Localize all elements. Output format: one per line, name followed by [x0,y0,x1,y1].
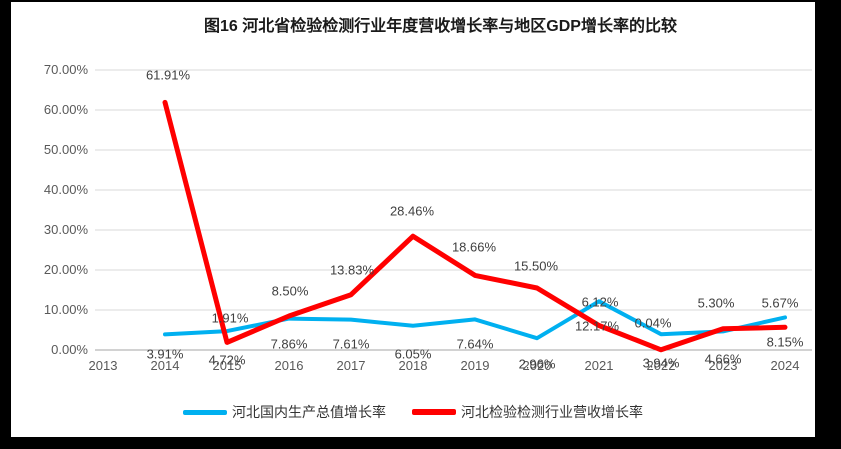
revenue-data-label: 5.67% [761,295,799,311]
y-tick-label: 40.00% [43,182,88,197]
x-tick-label: 2020 [522,358,552,373]
x-tick-label: 2013 [88,358,118,373]
x-tick-label: 2022 [646,358,676,373]
gdp-data-label: 6.05% [394,346,432,362]
page-border-right [815,0,841,449]
chart-title: 图16 河北省检验检测行业年度营收增长率与地区GDP增长率的比较 [204,18,677,35]
revenue-data-label: 6.12% [581,294,619,310]
chart-legend: 河北国内生产总值增长率 河北检验检测行业营收增长率 [11,401,815,423]
y-tick-label: 50.00% [43,142,88,157]
page-border-bottom [0,437,841,449]
legend-item-gdp: 河北国内生产总值增长率 [183,402,386,422]
gdp-data-label: 8.15% [766,334,804,350]
page-border-top [0,0,841,2]
revenue-data-label: 15.50% [513,258,559,274]
x-tick-label: 2021 [584,358,614,373]
legend-item-revenue: 河北检验检测行业营收增长率 [412,402,643,422]
y-tick-label: 30.00% [43,222,88,237]
gdp-data-label: 3.94% [642,355,680,371]
revenue-data-label: 28.46% [389,203,435,219]
gdp-growth-line [163,299,787,341]
revenue-data-label: 13.83% [329,262,375,278]
x-tick-label: 2015 [212,358,242,373]
y-tick-label: 20.00% [43,262,88,277]
gdp-data-label: 7.61% [332,336,370,352]
gdp-data-label: 7.64% [456,336,494,352]
x-tick-label: 2014 [150,358,180,373]
revenue-data-label: 1.91% [211,310,249,326]
revenue-data-label: 5.30% [697,295,735,311]
y-tick-label: 0.00% [51,342,88,357]
gdp-data-label: 4.66% [704,351,742,367]
revenue-growth-line [162,99,788,353]
legend-label-gdp: 河北国内生产总值增长率 [232,404,386,420]
legend-label-revenue: 河北检验检测行业营收增长率 [461,404,643,420]
y-tick-label: 70.00% [43,62,88,77]
gdp-data-label: 2.96% [518,356,556,372]
gdp-data-label: 4.72% [208,352,246,368]
x-tick-label: 2023 [708,358,738,373]
gdp-data-label: 3.91% [146,346,184,362]
revenue-data-label: 0.04% [634,315,672,331]
x-tick-label: 2019 [460,358,490,373]
revenue-data-label: 8.50% [271,283,309,299]
x-tick-label: 2017 [336,358,366,373]
page-border-left [0,0,11,449]
gdp-data-label: 12.17% [574,318,620,334]
x-tick-label: 2016 [274,358,304,373]
revenue-line-swatch-icon [412,409,456,415]
revenue-data-label: 61.91% [145,67,191,83]
revenue-data-label: 18.66% [451,239,497,255]
x-tick-label: 2018 [398,358,428,373]
y-tick-label: 60.00% [43,102,88,117]
gdp-data-label: 7.86% [270,336,308,352]
x-tick-label: 2024 [770,358,800,373]
y-tick-label: 10.00% [43,302,88,317]
gdp-line-swatch-icon [183,409,227,415]
